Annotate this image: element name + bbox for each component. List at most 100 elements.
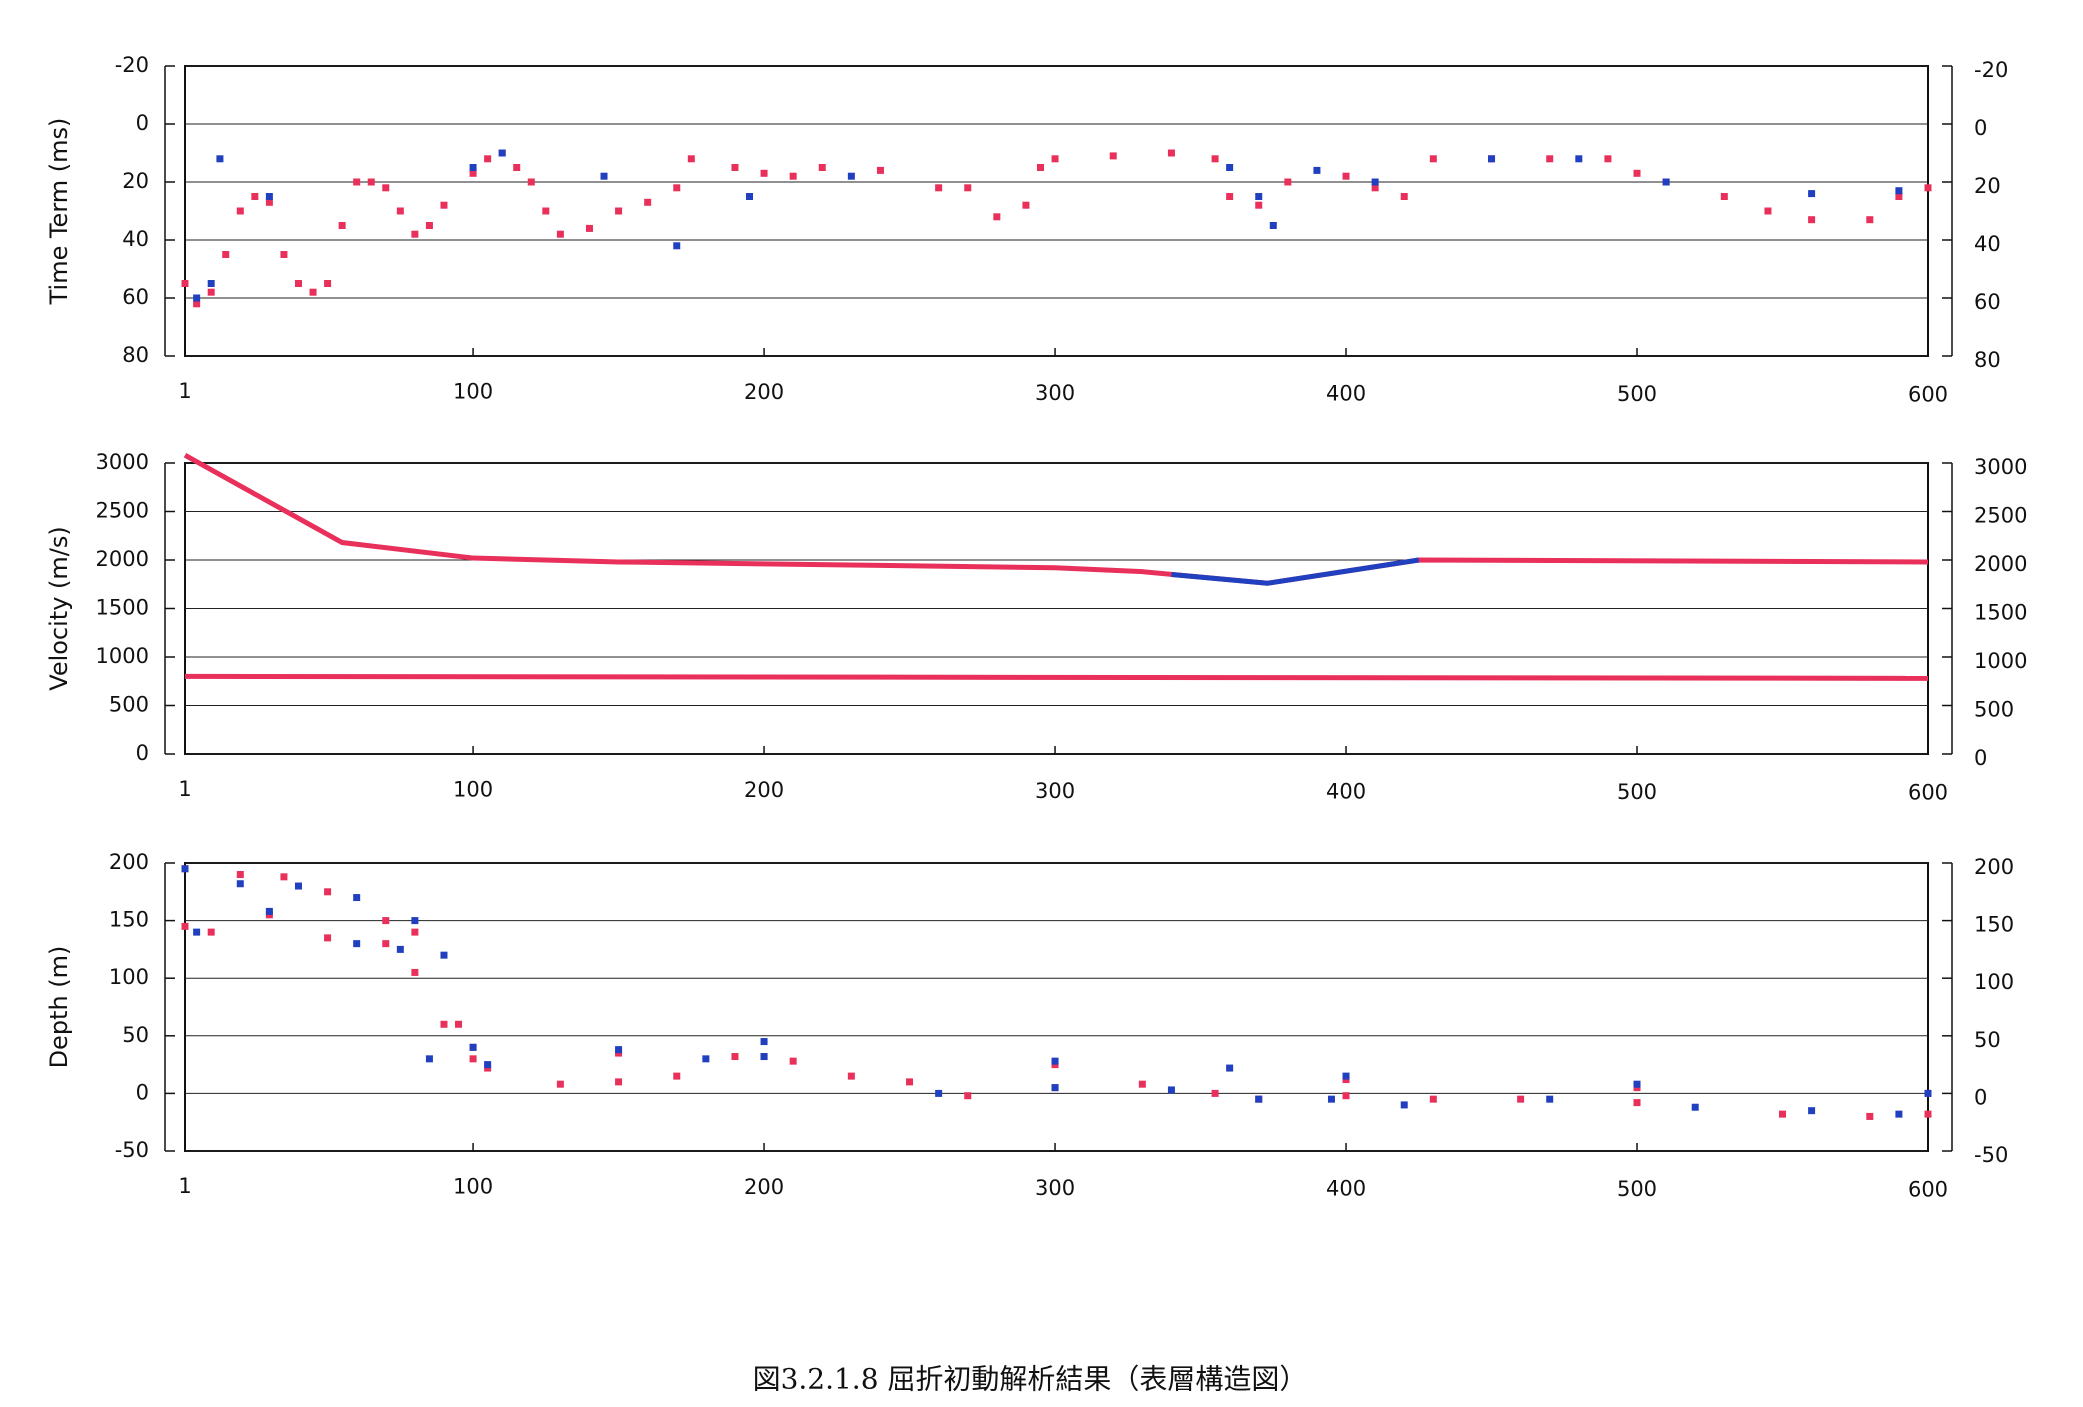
data-point (1371, 184, 1379, 192)
y-tick-label: -20 (115, 53, 149, 77)
y-tick-label: 0 (136, 1080, 149, 1104)
data-point (1400, 1101, 1408, 1109)
y-tick-label: 1000 (96, 644, 149, 668)
data-point (396, 945, 404, 953)
data-point (906, 1078, 914, 1086)
data-point (294, 882, 302, 890)
y-tick-label: 2000 (96, 547, 149, 571)
x-tick-label: 500 (1617, 1177, 1657, 1201)
data-point (644, 198, 652, 206)
data-point (1924, 1089, 1932, 1097)
data-point (193, 294, 201, 302)
data-point (294, 280, 302, 287)
data-point (876, 166, 884, 174)
data-point (1051, 155, 1059, 163)
y-axis-label: Velocity (m/s) (45, 526, 73, 690)
series-line (1171, 557, 1420, 586)
data-point (353, 894, 361, 902)
y-tick-label: 0 (136, 111, 149, 135)
data-point (1036, 164, 1044, 171)
y-tick-label: 80 (122, 343, 149, 367)
y2-tick-label: 500 (1974, 698, 2014, 722)
data-point (687, 155, 695, 163)
y2-tick-label: 0 (1974, 116, 1987, 140)
data-point (1764, 207, 1772, 215)
data-point (440, 201, 448, 209)
data-point (1226, 1064, 1234, 1072)
data-point (1051, 1084, 1059, 1092)
y-tick-label: 50 (122, 1023, 149, 1047)
data-point (513, 164, 521, 171)
data-point (789, 1057, 797, 1065)
x-tick-label: 100 (453, 380, 493, 404)
data-point (600, 172, 608, 180)
data-point (615, 1046, 623, 1054)
data-point (1633, 1099, 1641, 1107)
x-tick-label: 600 (1908, 781, 1948, 805)
data-point (440, 1020, 448, 1028)
data-point (556, 1080, 564, 1088)
data-point (265, 198, 273, 206)
data-point (1546, 155, 1554, 163)
y2-tick-label: 50 (1974, 1028, 2001, 1052)
x-tick-label: 200 (744, 380, 784, 404)
data-point (280, 873, 288, 881)
data-point (731, 1053, 739, 1061)
data-point (469, 1043, 477, 1051)
data-point (181, 865, 189, 873)
x-tick-label: 1 (178, 777, 191, 801)
data-point (1488, 155, 1496, 163)
data-point (181, 922, 189, 930)
y2-tick-label: 100 (1974, 970, 2014, 994)
data-point (1895, 193, 1903, 200)
data-point (1808, 1107, 1816, 1115)
x-tick-label: 100 (453, 778, 493, 802)
y-tick-label: 0 (136, 741, 149, 765)
data-point (1226, 193, 1234, 200)
y-tick-label: 200 (109, 850, 149, 874)
x-tick-label: 400 (1326, 1176, 1366, 1200)
y2-tick-label: 60 (1974, 290, 2001, 314)
data-point (1429, 1095, 1437, 1103)
series-line (183, 453, 1929, 586)
data-point (222, 251, 230, 258)
y-tick-label: 40 (122, 227, 149, 251)
series-line (184, 673, 1929, 681)
data-point (367, 178, 375, 186)
data-point (1720, 193, 1728, 200)
y2-tick-label: 0 (1974, 746, 1987, 770)
data-point (469, 164, 477, 171)
data-point (964, 1092, 972, 1100)
caption: 図3.2.1.8 屈折初動解析結果（表層構造図） (753, 1363, 1308, 1396)
data-point (1327, 1095, 1335, 1103)
data-point (615, 207, 623, 215)
data-point (396, 207, 404, 215)
data-point (1313, 166, 1321, 174)
data-point (964, 184, 972, 192)
data-point (207, 280, 215, 287)
y-tick-label: -50 (115, 1138, 149, 1162)
data-point (469, 1055, 477, 1063)
data-point (673, 184, 681, 192)
data-point (265, 907, 273, 915)
data-point (1866, 216, 1874, 224)
data-point (1691, 1103, 1699, 1111)
data-point (1371, 178, 1379, 186)
data-point (1779, 1110, 1787, 1118)
data-point (425, 1055, 433, 1063)
data-point (1226, 164, 1234, 171)
data-point (498, 149, 506, 157)
x-tick-label: 1 (178, 379, 191, 403)
data-point (702, 1055, 710, 1063)
plot-frame (184, 65, 1929, 357)
data-point (935, 184, 943, 192)
plot-frame (184, 862, 1929, 1152)
data-point (556, 230, 564, 238)
data-point (1255, 1095, 1263, 1103)
data-point (1429, 155, 1437, 163)
data-point (353, 178, 361, 186)
y-tick-label: 100 (109, 965, 149, 989)
data-point (1924, 1110, 1932, 1118)
data-point (1211, 155, 1219, 163)
data-point (236, 871, 244, 879)
